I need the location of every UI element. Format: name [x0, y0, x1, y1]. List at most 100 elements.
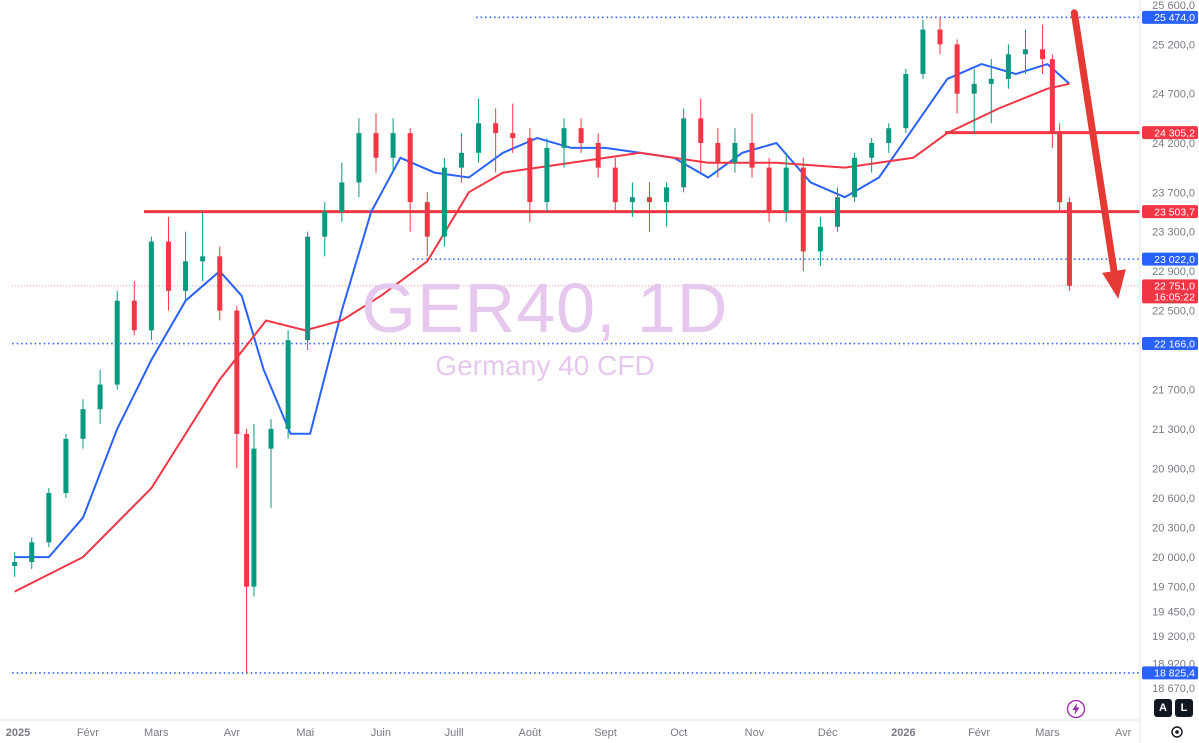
- candle-45: [766, 157, 772, 222]
- candle-33: [561, 118, 567, 168]
- candle-27: [458, 133, 464, 183]
- candle-body: [852, 157, 858, 198]
- x-tick-label: Mars: [144, 727, 169, 739]
- candle-body: [869, 142, 875, 158]
- y-tick-label: 18 670,0: [1152, 683, 1195, 695]
- x-tick-label: Avr: [224, 727, 241, 739]
- candle-body: [476, 123, 482, 153]
- candle-body: [886, 128, 892, 143]
- candle-44: [749, 113, 755, 178]
- candle-body: [251, 448, 257, 587]
- candle-body: [390, 133, 396, 158]
- x-tick-label: Déc: [818, 727, 838, 739]
- price-tag-3: [1142, 252, 1198, 266]
- candle-body: [937, 29, 943, 45]
- candle-29: [493, 108, 499, 173]
- candle-32: [544, 138, 550, 212]
- candle-9: [165, 216, 171, 311]
- candle-13: [234, 305, 240, 469]
- candle-body: [217, 256, 223, 311]
- x-tick-label: Nov: [745, 727, 765, 739]
- trend-arrow[interactable]: [1070, 9, 1126, 299]
- price-axis[interactable]: 25 600,0 25 200,0 24 700,0 24 200,0 23 700,0…: [1152, 0, 1195, 695]
- y-tick-label: 19 450,0: [1152, 606, 1195, 618]
- candle-body: [629, 197, 635, 203]
- candle-54: [920, 19, 926, 79]
- y-tick-label: 23 300,0: [1152, 227, 1195, 239]
- x-tick-label: 2025: [6, 727, 30, 739]
- arrow-shaft[interactable]: [1070, 9, 1118, 275]
- candle-body: [971, 83, 977, 94]
- candle-body: [80, 409, 86, 439]
- price-tag-label: 25 474,0: [1154, 12, 1195, 24]
- candle-0: [12, 552, 18, 577]
- price-tag-2: [1142, 205, 1198, 219]
- candle-body: [834, 197, 840, 227]
- candle-41: [698, 98, 704, 173]
- candle-body: [407, 133, 413, 203]
- candle-14: [244, 428, 250, 673]
- candle-body: [63, 438, 69, 494]
- y-tick-label: 20 300,0: [1152, 523, 1195, 535]
- candle-body: [988, 78, 994, 84]
- candle-46: [783, 152, 789, 222]
- candle-60: [1022, 29, 1028, 74]
- candle-24: [407, 128, 413, 232]
- candle-body: [373, 133, 379, 158]
- candle-body: [339, 182, 345, 212]
- candle-8: [148, 236, 154, 341]
- candle-59: [1005, 44, 1011, 89]
- watermark-description: Germany 40 CFD: [435, 350, 655, 381]
- candle-17: [285, 330, 291, 439]
- candle-body: [954, 44, 960, 94]
- candle-body: [817, 226, 823, 252]
- candle-30: [510, 103, 516, 153]
- y-tick-label: 20 900,0: [1152, 463, 1195, 475]
- auto-scale-button[interactable]: A: [1154, 699, 1172, 717]
- y-tick-label: 19 200,0: [1152, 631, 1195, 643]
- candle-11: [200, 211, 206, 282]
- candle-body: [1022, 49, 1028, 55]
- candle-5: [97, 369, 103, 424]
- candle-body: [148, 241, 154, 331]
- watermark-symbol: GER40, 1D: [361, 269, 729, 347]
- candle-body: [612, 167, 618, 203]
- y-tick-label: 24 700,0: [1152, 89, 1195, 101]
- candle-42: [715, 128, 721, 178]
- candle-body: [903, 73, 909, 129]
- candle-body: [200, 256, 206, 262]
- candle-body: [595, 142, 601, 168]
- arrow-head[interactable]: [1102, 269, 1126, 299]
- candle-16: [268, 419, 274, 508]
- y-tick-label: 23 700,0: [1152, 187, 1195, 199]
- y-tick-label: 21 700,0: [1152, 384, 1195, 396]
- moving-average-line-0[interactable]: [14, 62, 1071, 559]
- candle-31: [527, 128, 533, 222]
- candle-body: [681, 118, 687, 188]
- candle-body: [97, 384, 103, 410]
- settings-icon[interactable]: [1169, 724, 1185, 740]
- candle-body: [268, 428, 274, 449]
- x-tick-label: Févr: [77, 727, 99, 739]
- price-tag-4: [1142, 279, 1198, 304]
- candle-55: [937, 17, 943, 55]
- candle-body: [1049, 59, 1055, 134]
- candle-body: [1066, 202, 1072, 286]
- candle-body: [544, 147, 550, 203]
- candle-34: [578, 118, 584, 153]
- candle-21: [356, 118, 362, 198]
- time-axis[interactable]: 2025 Févr Mars Avr Mai Juin Juill Août Sept Oct No…: [6, 727, 1132, 739]
- candle-body: [114, 300, 120, 385]
- candle-23: [390, 118, 396, 173]
- candle-body: [732, 142, 738, 163]
- candle-51: [869, 138, 875, 173]
- candle-body: [322, 211, 328, 237]
- candle-body: [285, 340, 291, 429]
- candle-body: [1005, 54, 1011, 79]
- lightning-icon[interactable]: [1066, 699, 1086, 719]
- candle-body: [46, 493, 52, 543]
- candle-body: [578, 128, 584, 143]
- log-scale-button[interactable]: L: [1175, 699, 1193, 717]
- price-tag-label: 22 166,0: [1154, 338, 1195, 350]
